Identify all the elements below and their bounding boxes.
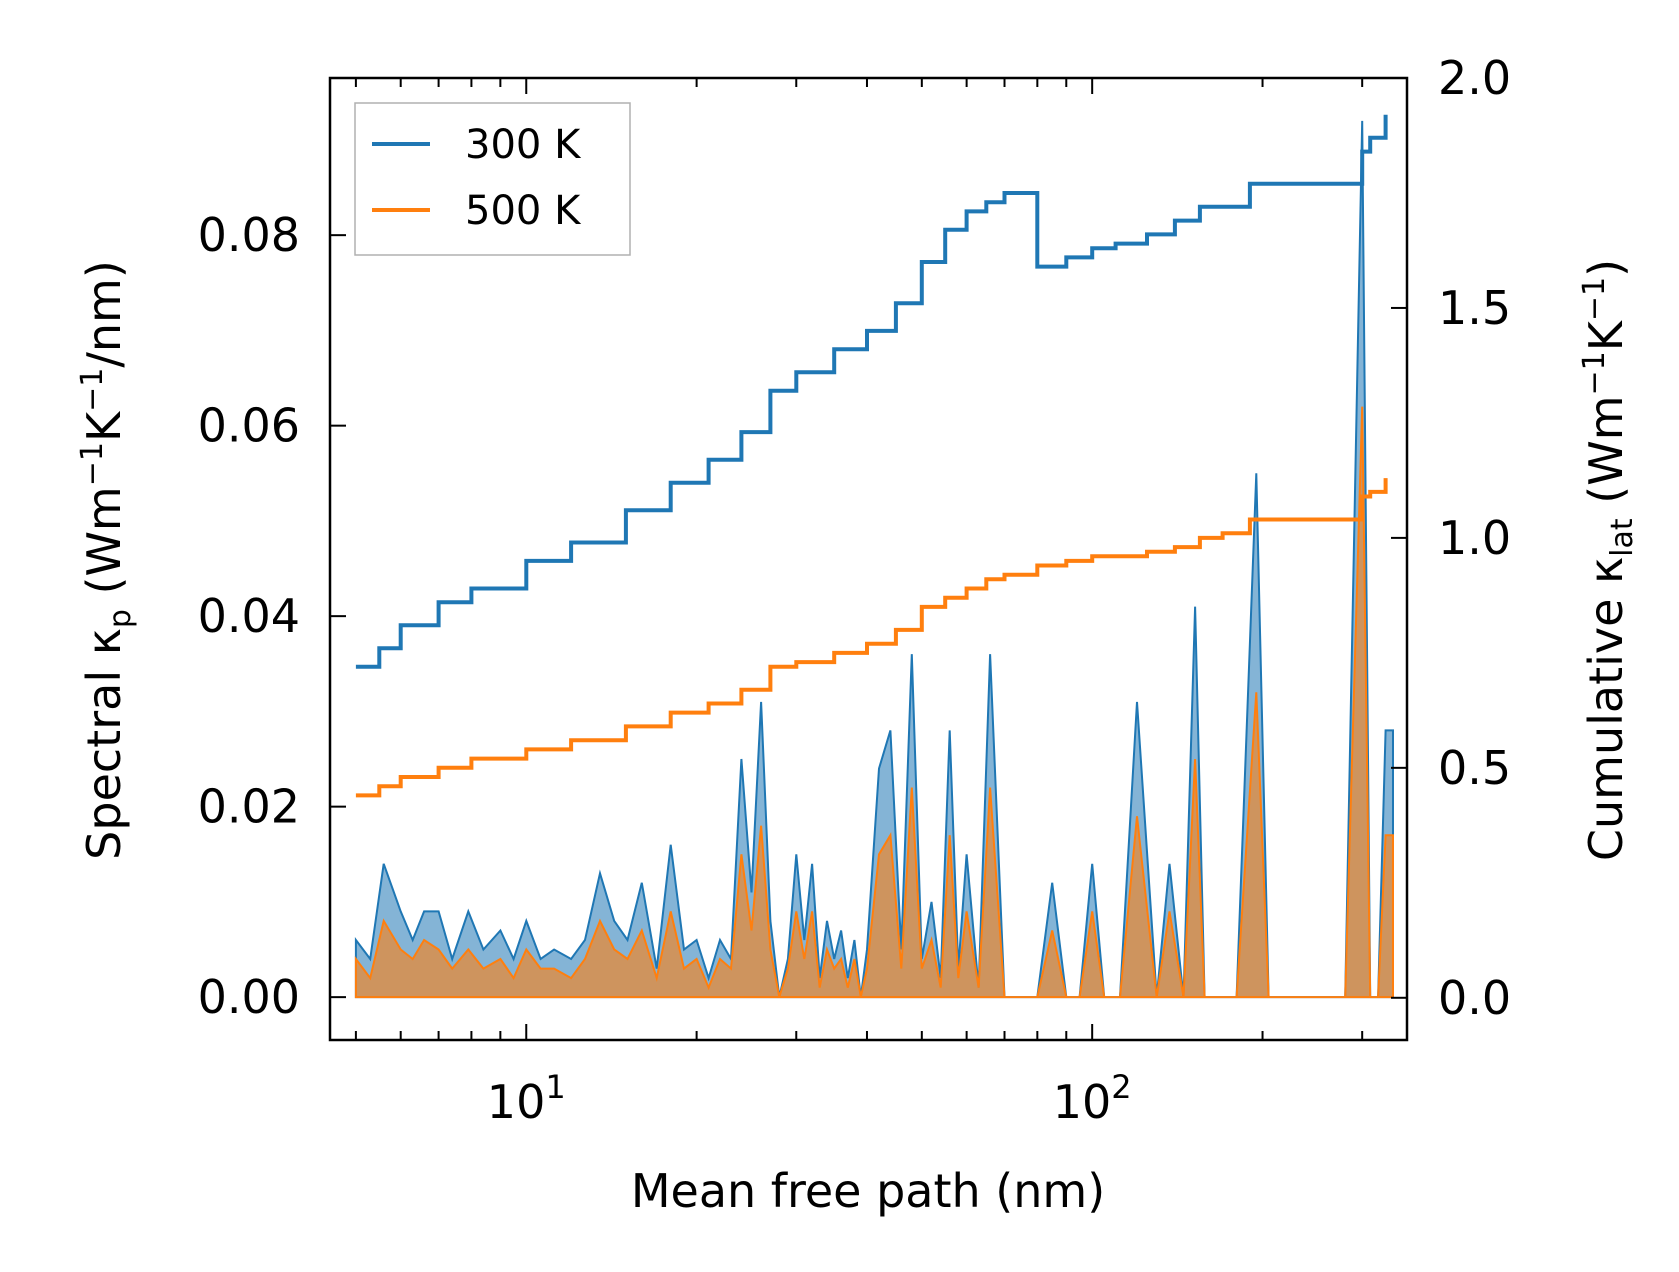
spectral-area-500k <box>354 406 1394 999</box>
legend: 300 K 500 K <box>354 102 631 256</box>
plot-frame <box>328 76 1409 1042</box>
right-y-tick-label: 1.5 <box>1438 281 1511 335</box>
x-tick-label: 101 <box>487 1068 566 1129</box>
right-y-label-main: Cumulative κ <box>1579 557 1633 861</box>
legend-box <box>354 102 631 256</box>
left-y-axis-label: Spectral κp (Wm−1K−1/nm) <box>75 260 138 860</box>
right-y-label-exp1: −1 <box>1577 351 1612 395</box>
left-y-tick-label: 0.06 <box>198 399 300 453</box>
left-y-tick-label: 0.02 <box>198 780 300 834</box>
cumulative-line-300k <box>355 114 1388 669</box>
left-y-label-unit-pre: (Wm <box>77 486 131 609</box>
left-y-label-unit-mid: K <box>77 410 131 442</box>
left-y-label-exp2: −1 <box>75 368 110 412</box>
right-y-tick-label: 0.5 <box>1438 741 1511 795</box>
x-tick-label: 102 <box>1053 1068 1132 1129</box>
left-y-label-exp1: −1 <box>75 442 110 486</box>
tick-layer: 101 102 0.00 0.02 0.04 0.06 0.08 0.0 0.5 1.0 1.5 2.… <box>198 51 1512 1129</box>
right-y-axis-label: Cumulative κlat (Wm−1K−1) <box>1577 259 1640 861</box>
right-y-label-unit-pre: (Wm <box>1579 395 1633 518</box>
right-y-tick-label: 1.0 <box>1438 511 1511 565</box>
right-y-label-exp2: −1 <box>1577 277 1612 321</box>
spectral-area-300k <box>354 120 1394 999</box>
right-y-label-unit-mid: K <box>1579 319 1633 351</box>
cumulative-line-layer <box>355 114 1388 798</box>
left-y-tick-label: 0.00 <box>198 970 300 1024</box>
right-y-label-sub: lat <box>1605 518 1640 557</box>
left-y-label-main: Spectral κ <box>77 628 131 860</box>
left-y-tick-label: 0.08 <box>198 208 300 262</box>
right-y-tick-label: 0.0 <box>1438 971 1511 1025</box>
right-y-tick-label: 2.0 <box>1438 51 1511 105</box>
left-y-label-sub: p <box>103 609 138 628</box>
spectral-fill-layer <box>354 120 1394 999</box>
legend-label-300k: 300 K <box>465 122 582 168</box>
left-y-label-unit-post: /nm) <box>77 260 131 367</box>
left-y-tick-label: 0.04 <box>198 589 300 643</box>
legend-label-500k: 500 K <box>465 188 582 234</box>
right-y-label-unit-post: ) <box>1579 259 1633 277</box>
cumulative-line-500k <box>355 478 1388 798</box>
x-axis-label: Mean free path (nm) <box>631 1164 1105 1218</box>
